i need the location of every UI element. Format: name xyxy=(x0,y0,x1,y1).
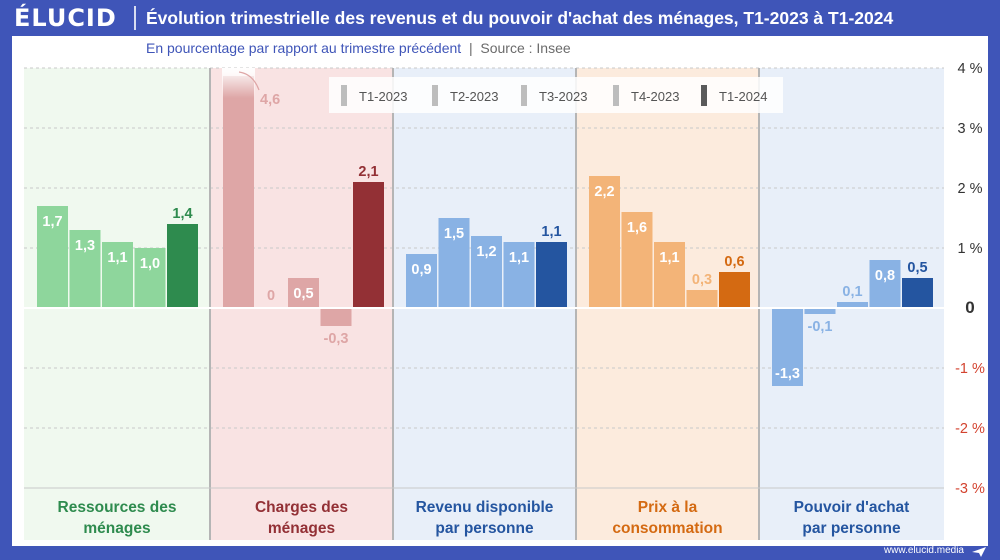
overflow-indicator xyxy=(238,71,260,91)
bar xyxy=(134,248,166,308)
bar xyxy=(902,278,933,308)
bar-value-label: 1,6 xyxy=(627,220,647,236)
legend-box xyxy=(329,77,783,113)
chart-subtitle: En pourcentage par rapport au trimestre … xyxy=(146,40,571,56)
bar-value-label: 1,3 xyxy=(75,238,95,254)
left-border xyxy=(0,36,12,546)
header-bar: ÉLUCID Évolution trimestrielle des reven… xyxy=(0,0,1000,36)
bar xyxy=(37,206,68,308)
y-tick-label: -1 % xyxy=(955,361,985,377)
bar-value-label: 1,1 xyxy=(541,224,561,240)
bar-value-label: 1,1 xyxy=(107,250,127,266)
bar-value-label: 0,9 xyxy=(411,262,431,278)
bar xyxy=(167,224,198,308)
bar xyxy=(353,182,384,308)
bar-value-label: -0,1 xyxy=(808,319,833,335)
legend-swatch xyxy=(432,85,438,106)
bar xyxy=(804,308,836,314)
subtitle-unit: En pourcentage par rapport au trimestre … xyxy=(146,40,462,56)
bar-value-label: -0,3 xyxy=(324,331,349,347)
bar-value-label: 0,1 xyxy=(842,284,862,300)
legend-swatch xyxy=(521,85,527,106)
bar xyxy=(288,278,319,308)
category-label: par personne xyxy=(802,520,901,537)
bar-value-label: 1,5 xyxy=(444,226,464,242)
bar xyxy=(503,242,535,308)
subtitle-source: Source : Insee xyxy=(480,40,571,56)
bar-value-label: 1,2 xyxy=(476,244,496,260)
category-label: Pouvoir d'achat xyxy=(794,499,910,516)
legend-label: T1-2023 xyxy=(359,89,407,104)
right-border xyxy=(988,36,1000,546)
bar-value-label: 2,1 xyxy=(358,164,378,180)
y-tick-label: -3 % xyxy=(955,481,985,497)
bar xyxy=(536,242,567,308)
bar-value-label: 2,2 xyxy=(594,184,614,200)
bar-value-label: 1,7 xyxy=(42,214,62,230)
bar xyxy=(406,254,437,308)
legend-swatch xyxy=(341,85,347,106)
legend-label: T3-2023 xyxy=(539,89,587,104)
y-tick-label: -2 % xyxy=(955,421,985,437)
bar xyxy=(471,236,502,308)
bar-value-label: 0,8 xyxy=(875,268,895,284)
category-label: Ressources des xyxy=(58,499,177,516)
category-label: par personne xyxy=(435,520,534,537)
category-label: Prix à la xyxy=(638,499,698,516)
bar xyxy=(320,308,352,326)
bar xyxy=(69,230,101,308)
bar xyxy=(438,218,470,308)
paper-plane-icon xyxy=(972,547,986,557)
bar-value-label: 1,4 xyxy=(172,206,192,222)
legend-label: T2-2023 xyxy=(450,89,498,104)
bar-overflow-fade xyxy=(222,68,255,98)
bar-value-label: -1,3 xyxy=(775,366,800,382)
bar-value-label: 4,6 xyxy=(260,92,280,108)
bar xyxy=(223,76,254,308)
y-tick-label: 2 % xyxy=(958,181,983,197)
bar-value-label: 0,6 xyxy=(724,254,744,270)
legend-label: T4-2023 xyxy=(631,89,679,104)
bar-value-label: 0 xyxy=(267,288,275,304)
bar xyxy=(102,242,133,308)
bar-value-label: 1,1 xyxy=(509,250,529,266)
legend-label: T1-2024 xyxy=(719,89,767,104)
bar xyxy=(686,290,718,308)
legend-swatch xyxy=(701,85,707,106)
bar-value-label: 1,1 xyxy=(659,250,679,266)
bar-value-label: 1,0 xyxy=(140,256,160,272)
legend-swatch xyxy=(613,85,619,106)
bar xyxy=(719,272,750,308)
brand-logo[interactable]: ÉLUCID xyxy=(14,4,117,32)
y-tick-label: 1 % xyxy=(958,241,983,257)
bar xyxy=(654,242,685,308)
bar-value-label: 0,5 xyxy=(907,260,927,276)
bar xyxy=(869,260,901,308)
category-label: Charges des xyxy=(255,499,348,516)
footer-url[interactable]: www.elucid.media xyxy=(883,545,964,556)
category-label: consommation xyxy=(612,520,722,537)
bar-value-label: 0,3 xyxy=(692,272,712,288)
bar-value-label: 0,5 xyxy=(293,286,313,302)
bar xyxy=(621,212,653,308)
bar xyxy=(837,302,868,308)
category-label: ménages xyxy=(83,520,150,537)
y-tick-label: 4 % xyxy=(958,61,983,77)
header-divider xyxy=(134,6,136,30)
footer-bar xyxy=(0,546,1000,560)
category-label: ménages xyxy=(268,520,335,537)
bar xyxy=(589,176,620,308)
bar xyxy=(772,308,803,386)
chart-title: Évolution trimestrielle des revenus et d… xyxy=(146,8,894,28)
y-tick-label: 0 xyxy=(965,298,974,317)
y-tick-label: 3 % xyxy=(958,121,983,137)
category-label: Revenu disponible xyxy=(416,499,554,516)
subtitle-separator: | xyxy=(468,40,473,56)
